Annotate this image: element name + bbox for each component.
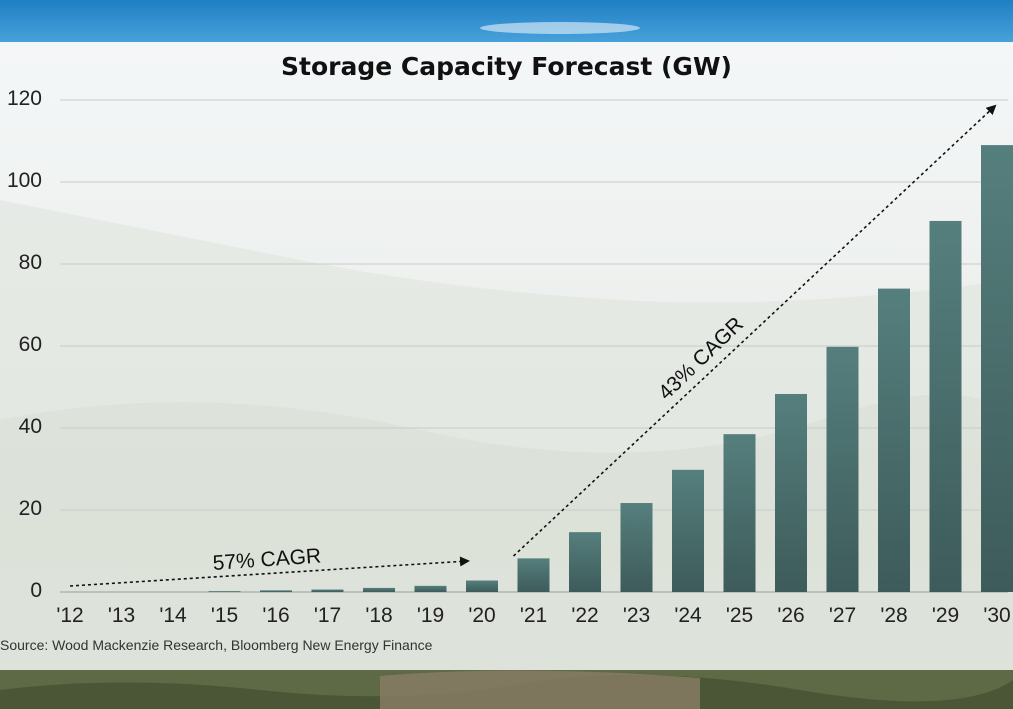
bar-23 bbox=[620, 503, 653, 592]
bar-24 bbox=[672, 469, 704, 592]
x-tick-label: '24 bbox=[674, 604, 702, 627]
bar-30 bbox=[981, 145, 1013, 592]
bar-18 bbox=[363, 587, 395, 592]
bar-19 bbox=[414, 585, 447, 592]
x-tick-label: '17 bbox=[313, 604, 342, 627]
bar-26 bbox=[775, 393, 807, 592]
y-tick-label: 60 bbox=[18, 333, 42, 356]
y-tick-label: 20 bbox=[18, 497, 42, 520]
x-tick-label: '19 bbox=[416, 604, 445, 627]
x-tick-label: '23 bbox=[622, 604, 651, 627]
x-tick-label: '25 bbox=[725, 604, 754, 627]
y-tick-label: 100 bbox=[6, 169, 42, 192]
bar-15 bbox=[208, 591, 241, 592]
bar-20 bbox=[466, 580, 498, 592]
y-tick-label: 80 bbox=[18, 251, 42, 274]
cagr-arrow bbox=[512, 104, 997, 557]
x-tick-label: '14 bbox=[159, 604, 187, 627]
x-tick-label: '20 bbox=[468, 604, 496, 627]
x-tick-label: '21 bbox=[519, 604, 548, 627]
x-tick-label: '13 bbox=[107, 604, 136, 627]
cagr-arrow bbox=[69, 556, 470, 587]
y-tick-label: 40 bbox=[18, 415, 42, 438]
x-tick-label: '26 bbox=[777, 604, 805, 627]
x-tick-label: '16 bbox=[262, 604, 290, 627]
bar-16 bbox=[260, 590, 292, 592]
bar-27 bbox=[826, 346, 859, 592]
bar-21 bbox=[517, 558, 550, 592]
bar-17 bbox=[311, 589, 344, 592]
x-tick-label: '18 bbox=[365, 604, 393, 627]
bar-29 bbox=[929, 220, 962, 592]
bar-28 bbox=[878, 288, 910, 592]
x-tick-label: '30 bbox=[983, 604, 1011, 627]
source-note: Source: Wood Mackenzie Research, Bloombe… bbox=[0, 637, 433, 653]
bar-25 bbox=[723, 434, 756, 592]
x-tick-label: '12 bbox=[56, 604, 84, 627]
y-tick-label: 120 bbox=[6, 87, 42, 110]
chart-title: Storage Capacity Forecast (GW) bbox=[281, 52, 732, 81]
x-tick-label: '28 bbox=[880, 604, 908, 627]
x-tick-label: '15 bbox=[210, 604, 239, 627]
bar-22 bbox=[569, 532, 601, 592]
x-tick-label: '22 bbox=[571, 604, 599, 627]
x-tick-label: '29 bbox=[931, 604, 960, 627]
y-tick-label: 0 bbox=[30, 579, 42, 602]
x-tick-label: '27 bbox=[828, 604, 857, 627]
